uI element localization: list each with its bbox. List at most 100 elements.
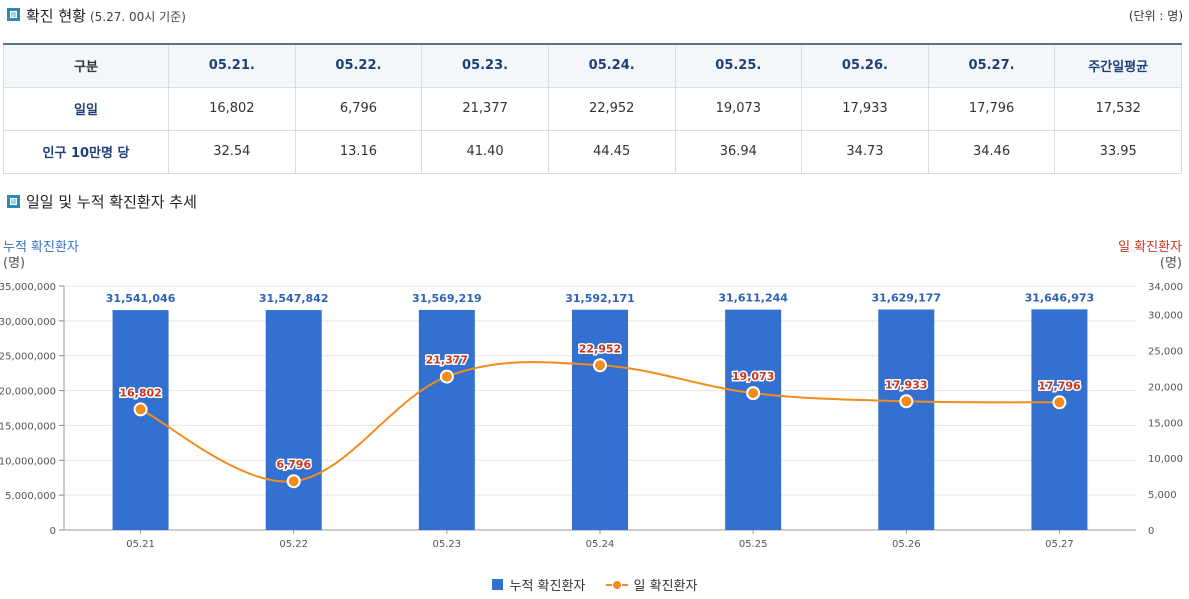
column-header: 05.23.: [421, 43, 549, 88]
unit-label: (단위 : 명): [1128, 9, 1183, 23]
table-cell: 22,952: [547, 86, 676, 131]
table-cell: 21,377: [421, 86, 549, 131]
right-tick-label: 20,000: [1148, 382, 1183, 393]
left-tick-label: 20,000,000: [0, 387, 56, 398]
column-header: 05.25.: [674, 43, 803, 88]
left-tick-label: 30,000,000: [0, 317, 56, 328]
line-point: [133, 402, 148, 417]
table-cell: 17,933: [801, 86, 929, 131]
column-header: 05.24.: [547, 43, 676, 88]
left-axis-title: 누적 확진환자: [3, 240, 79, 255]
x-tick-label: 05.22: [279, 539, 308, 550]
x-tick-label: 05.23: [433, 539, 462, 550]
column-header: 구분: [3, 43, 169, 88]
section-bullet-icon: [7, 8, 20, 21]
line-value-label: 22,952: [579, 342, 621, 355]
legend-line-label: 일 확진환자: [633, 579, 698, 594]
left-tick-label: 5,000,000: [5, 491, 56, 502]
bar-value-label: 31,547,842: [259, 292, 329, 305]
bar: [725, 309, 782, 530]
right-tick-label: 0: [1148, 526, 1154, 537]
line-point: [286, 474, 301, 489]
right-axis-title: 일 확진환자: [1118, 240, 1182, 255]
column-header: 05.22.: [294, 43, 423, 88]
bar-value-label: 31,541,046: [106, 292, 176, 305]
table-cell: 34.73: [801, 129, 929, 174]
line-value-label: 16,802: [119, 386, 161, 399]
bar: [572, 309, 628, 530]
right-tick-label: 5,000: [1148, 490, 1177, 501]
table-cell: 6,796: [294, 86, 423, 131]
left-tick-label: 25,000,000: [0, 352, 56, 363]
right-tick-label: 10,000: [1148, 454, 1183, 465]
x-tick-label: 05.21: [126, 539, 155, 550]
bar: [1031, 309, 1088, 530]
bar: [112, 310, 169, 530]
left-tick-label: 35,000,000: [0, 282, 56, 293]
left-tick-label: 15,000,000: [0, 421, 56, 432]
legend-item-bar: 누적 확진환자: [491, 575, 586, 594]
bar: [265, 310, 322, 530]
table-cell: 41.40: [421, 129, 549, 174]
table-cell: 32.54: [168, 129, 296, 174]
right-tick-label: 25,000: [1148, 347, 1183, 358]
bar: [418, 309, 475, 530]
line-value-label: 17,933: [885, 378, 927, 391]
right-tick-label: 15,000: [1148, 418, 1183, 429]
table-row: 일일 16,802 6,796 21,377 22,952 19,073 17,…: [3, 86, 1182, 131]
chart-legend: 누적 확진환자 일 확진환자: [0, 575, 1189, 594]
status-subtitle: (5.27. 00시 기준): [89, 10, 186, 24]
section-title-status: 확진 현황 (5.27. 00시 기준): [26, 5, 186, 26]
bar-value-label: 31,646,973: [1025, 291, 1095, 304]
table-cell: 36.94: [674, 129, 803, 174]
table-cell: 19,073: [674, 86, 803, 131]
line-value-label: 21,377: [426, 354, 468, 367]
left-axis-unit: (명): [3, 256, 26, 271]
left-tick-label: 10,000,000: [0, 456, 56, 467]
table-cell: 13.16: [294, 129, 423, 174]
column-header: 05.26.: [801, 43, 929, 88]
bar-value-label: 31,611,244: [718, 292, 788, 305]
legend-item-line: 일 확진환자: [605, 575, 698, 594]
trend-chart: 0 5,000,000 10,000,000 15,000,000 20,000,000…: [0, 282, 1183, 550]
x-tick-label: 05.24: [586, 539, 615, 550]
x-tick-label: 05.25: [739, 539, 768, 550]
section-title-trend: 일일 및 누적 확진환자 추세: [26, 193, 197, 211]
legend-line-swatch: [605, 579, 628, 590]
x-tick-label: 05.27: [1045, 539, 1074, 550]
table-cell: 17,796: [927, 86, 1056, 131]
left-tick-label: 0: [50, 526, 56, 537]
line-point: [1052, 395, 1067, 410]
right-tick-label: 34,000: [1148, 282, 1183, 293]
line-value-label: 19,073: [732, 370, 774, 383]
line-point: [746, 386, 761, 401]
table-cell: 16,802: [168, 86, 296, 131]
line-point: [899, 394, 914, 409]
bar: [878, 309, 935, 530]
x-tick-label: 05.26: [892, 539, 921, 550]
line-value-label: 6,796: [276, 458, 311, 471]
table-cell: 33.95: [1054, 129, 1182, 174]
table-cell: 34.46: [927, 129, 1056, 174]
table-row: 인구 10만명 당 32.54 13.16 41.40 44.45 36.94 …: [3, 129, 1182, 174]
column-header: 주간일평균: [1054, 43, 1182, 88]
row-header: 일일: [3, 86, 169, 131]
section-bullet-icon: [7, 195, 20, 208]
status-title: 확진 현황: [26, 7, 86, 25]
right-axis-unit: (명): [1159, 256, 1182, 271]
table-header-row: 구분 05.21. 05.22. 05.23. 05.24. 05.25. 05…: [3, 43, 1182, 88]
column-header: 05.27.: [927, 43, 1056, 88]
right-tick-label: 30,000: [1148, 311, 1183, 322]
legend-bar-label: 누적 확진환자: [509, 579, 586, 594]
bar-value-label: 31,592,171: [565, 292, 635, 305]
table-cell: 17,532: [1054, 86, 1182, 131]
line-value-label: 17,796: [1038, 379, 1081, 392]
bar-value-label: 31,629,177: [871, 291, 941, 304]
column-header: 05.21.: [168, 43, 296, 88]
line-point: [439, 369, 454, 384]
status-table: 구분 05.21. 05.22. 05.23. 05.24. 05.25. 05…: [3, 43, 1182, 174]
bar-value-label: 31,569,219: [412, 292, 482, 305]
table-cell: 44.45: [547, 129, 676, 174]
legend-bar-swatch: [491, 579, 503, 590]
row-header: 인구 10만명 당: [3, 129, 169, 174]
